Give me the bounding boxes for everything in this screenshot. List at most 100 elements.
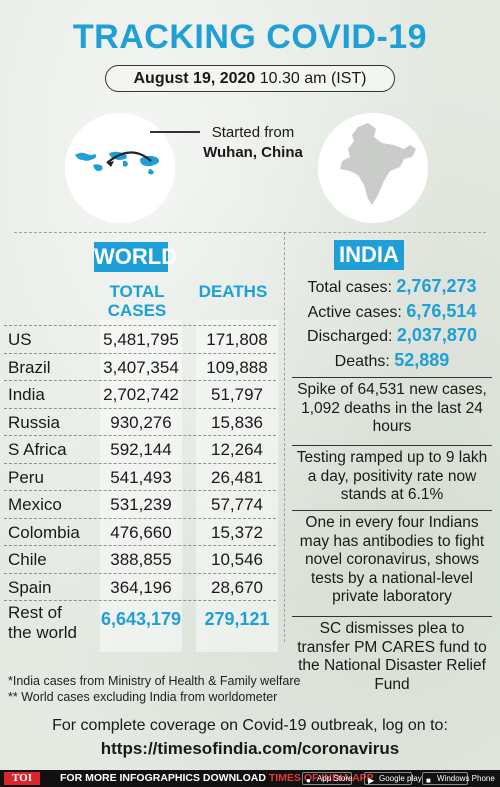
deaths-value: 10,546 [211, 550, 263, 569]
origin-line2: Wuhan, China [203, 144, 303, 161]
world-table: US 5,481,795 171,808 Brazil 3,407,354 10… [4, 325, 276, 644]
cases-value: 364,196 [110, 577, 172, 597]
country-name: Brazil [8, 357, 51, 377]
origin-label: Started from Wuhan, China [198, 123, 308, 163]
cases-value: 476,660 [110, 522, 172, 542]
column-divider [284, 232, 285, 642]
table-row: Chile 388,855 10,546 [4, 545, 276, 573]
store-label: Google play [379, 774, 422, 783]
cases-value: 388,855 [110, 550, 172, 569]
app-store-badge[interactable]: ● App Store [302, 772, 353, 785]
stat-label: Discharged: [307, 328, 393, 345]
india-map-illustration [318, 113, 428, 223]
deaths-value: 28,670 [211, 577, 263, 597]
rest-deaths-value: 279,121 [204, 609, 270, 629]
section-divider [14, 232, 486, 233]
table-row: US 5,481,795 171,808 [4, 325, 276, 353]
page-title: TRACKING COVID-19 [72, 18, 428, 56]
download-promo: FOR MORE INFOGRAPHICS DOWNLOAD TIMES OF … [60, 770, 374, 787]
india-badge: INDIA [334, 240, 404, 270]
footnote-world: ** World cases excluding India from worl… [8, 690, 278, 704]
deaths-value: 109,888 [206, 357, 268, 377]
news-item: One in every four Indians may has antibo… [292, 510, 492, 607]
stat-label: Active cases: [307, 303, 402, 321]
country-name: Chile [8, 550, 47, 569]
store-label: App Store [317, 774, 353, 783]
coverage-text: For complete coverage on Covid-19 outbre… [52, 717, 448, 734]
table-row: Mexico 531,239 57,774 [4, 490, 276, 518]
stat-value: 6,76,514 [406, 300, 477, 321]
stat-deaths: Deaths: 52,889 [288, 349, 496, 374]
bottom-bar: TOI FOR MORE INFOGRAPHICS DOWNLOAD TIMES… [0, 770, 500, 787]
news-item: SC dismisses plea to transfer PM CARES f… [292, 616, 492, 694]
deaths-value: 26,481 [211, 467, 263, 487]
table-row: India 2,702,742 51,797 [4, 380, 276, 408]
deaths-value: 57,774 [211, 495, 263, 514]
footnote-india: *India cases from Ministry of Health & F… [8, 674, 301, 688]
news-item: Spike of 64,531 new cases, 1,092 deaths … [292, 377, 492, 437]
cases-value: 930,276 [110, 412, 172, 432]
deaths-value: 12,264 [211, 440, 263, 459]
promo-app-name: TIMES OF INDIA APP [268, 772, 374, 784]
origin-line1: Started from [211, 124, 295, 141]
stat-value: 2,037,870 [396, 325, 477, 345]
cases-value: 5,481,795 [103, 330, 179, 349]
cases-value: 531,239 [110, 495, 172, 514]
news-item: Testing ramped up to 9 lakh a day, posit… [292, 445, 492, 505]
country-name: Spain [8, 577, 52, 597]
cases-column-shade [100, 320, 182, 652]
table-row: S Africa 592,144 12,264 [4, 435, 276, 463]
country-name: Peru [8, 467, 44, 487]
store-label: Windows Phone [437, 774, 495, 783]
rest-cases-value: 6,643,179 [100, 609, 182, 629]
country-name: India [8, 385, 45, 404]
deaths-column-shade [196, 320, 278, 652]
stat-value: 52,889 [394, 349, 450, 370]
coverage-link[interactable]: https://timesofindia.com/coronavirus [100, 739, 400, 758]
country-name: S Africa [8, 440, 67, 459]
cases-value: 2,702,742 [103, 385, 179, 404]
rest-label-line1: Rest of [8, 603, 62, 622]
cases-value: 592,144 [110, 440, 172, 459]
promo-text: FOR MORE INFOGRAPHICS DOWNLOAD [60, 772, 266, 784]
table-row: Brazil 3,407,354 109,888 [4, 352, 276, 381]
table-row: Russia 930,276 15,836 [4, 407, 276, 436]
rest-label-line2: the world [8, 623, 77, 642]
toi-logo: TOI [4, 772, 40, 785]
world-badge: WORLD [94, 242, 177, 272]
stat-label: Total cases: [307, 279, 392, 296]
play-icon: ▶ [368, 776, 375, 785]
india-stats: Total cases: 2,767,273 Active cases: 6,7… [288, 275, 496, 373]
table-row: Colombia 476,660 15,372 [4, 517, 276, 546]
stat-discharged: Discharged: 2,037,870 [288, 324, 496, 349]
deaths-value: 171,808 [206, 330, 268, 349]
rest-of-world-label: Rest of the world [8, 603, 77, 643]
time-text: 10.30 am (IST) [259, 70, 367, 87]
country-name: Mexico [8, 495, 62, 514]
world-map-illustration [65, 113, 175, 223]
country-name: US [8, 330, 32, 349]
country-name: Colombia [8, 522, 80, 542]
cases-value: 3,407,354 [103, 357, 179, 377]
stat-total-cases: Total cases: 2,767,273 [288, 275, 496, 300]
total-cases-header: TOTAL CASES [107, 282, 167, 320]
deaths-value: 15,836 [211, 412, 263, 432]
deaths-value: 51,797 [211, 385, 263, 404]
windows-phone-badge[interactable]: ■ Windows Phone [422, 772, 495, 785]
pointer-line [150, 131, 200, 133]
stat-active-cases: Active cases: 6,76,514 [288, 300, 496, 325]
date-box: August 19, 2020 10.30 am (IST) [105, 65, 395, 92]
date-text: August 19, 2020 [133, 70, 256, 87]
stat-value: 2,767,273 [396, 276, 477, 296]
cases-value: 541,493 [110, 467, 172, 487]
windows-icon: ■ [426, 776, 431, 785]
stat-label: Deaths: [334, 352, 390, 370]
apple-icon: ● [306, 776, 311, 785]
table-row: Peru 541,493 26,481 [4, 462, 276, 491]
deaths-header: DEATHS [198, 282, 268, 301]
deaths-value: 15,372 [211, 522, 263, 542]
rest-of-world-row: Rest of the world 6,643,179 279,121 [4, 600, 276, 644]
table-row: Spain 364,196 28,670 [4, 572, 276, 601]
google-play-badge[interactable]: ▶ Google play [364, 772, 422, 785]
country-name: Russia [8, 412, 60, 432]
